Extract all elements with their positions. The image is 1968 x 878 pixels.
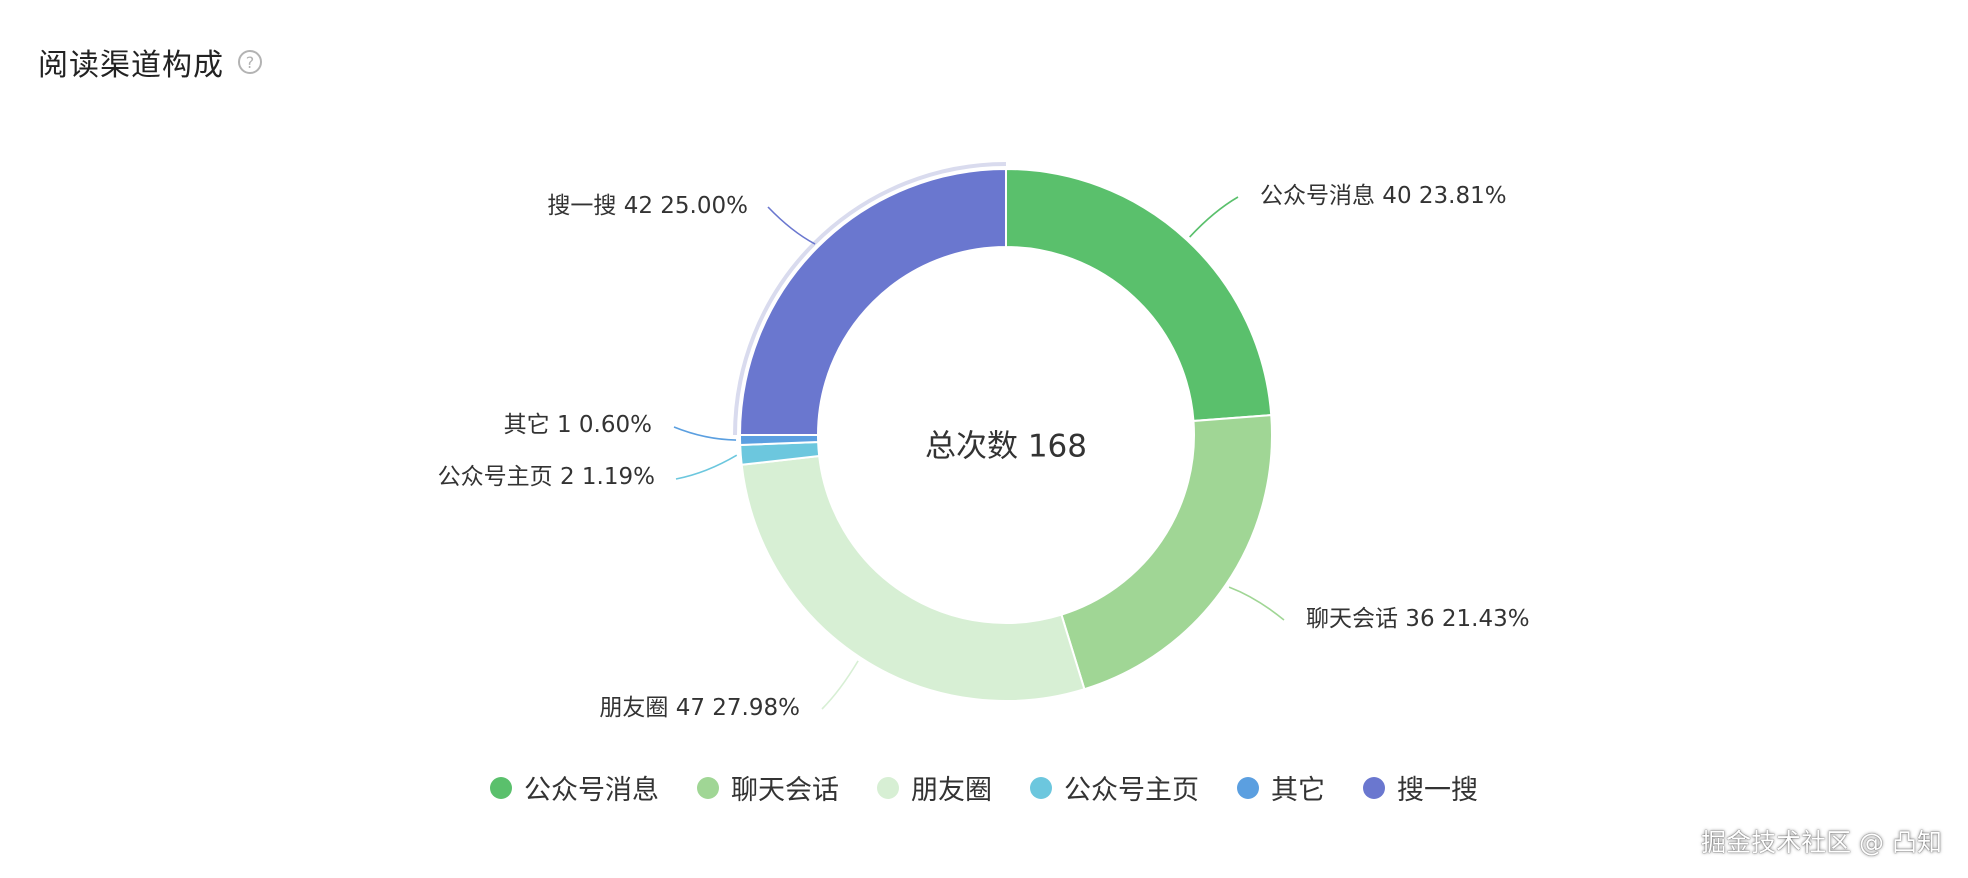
slice-label-0: 公众号消息 40 23.81%	[1260, 183, 1507, 209]
legend-label: 其它	[1271, 775, 1325, 806]
question-circle-icon[interactable]: ?	[238, 50, 262, 74]
donut-slices	[733, 162, 1273, 702]
slice-label-2: 朋友圈 47 27.98%	[599, 695, 800, 721]
legend-dot-icon	[697, 776, 719, 799]
leader-line-2	[821, 660, 859, 710]
slice-label-5: 搜一搜 42 25.00%	[547, 193, 748, 219]
leader-line-0	[1189, 196, 1239, 238]
slice-label-4: 其它 1 0.60%	[504, 412, 652, 438]
legend-item-5[interactable]: 搜一搜	[1363, 768, 1478, 807]
legend-label: 朋友圈	[911, 775, 992, 806]
legend-label: 公众号消息	[524, 775, 659, 806]
legend-item-4[interactable]: 其它	[1237, 768, 1325, 807]
slice-label-3: 公众号主页 2 1.19%	[438, 464, 655, 490]
slice-1[interactable]	[1060, 414, 1273, 691]
legend-label: 公众号主页	[1064, 775, 1199, 806]
legend-dot-icon	[490, 776, 512, 799]
legend-item-0[interactable]: 公众号消息	[490, 768, 659, 807]
leader-line-1	[1228, 586, 1285, 621]
chart-header: 阅读渠道构成 ?	[38, 40, 262, 84]
legend-label: 搜一搜	[1397, 775, 1478, 806]
legend-dot-icon	[1030, 776, 1052, 799]
leader-line-5	[767, 206, 816, 245]
legend-item-2[interactable]: 朋友圈	[877, 768, 992, 807]
slice-5[interactable]	[738, 167, 1007, 436]
watermark: 掘金技术社区 @ 凸知	[1701, 828, 1942, 857]
leader-line-3	[675, 454, 738, 480]
slice-label-1: 聊天会话 36 21.43%	[1306, 606, 1530, 632]
chart-legend: 公众号消息 聊天会话 朋友圈 公众号主页 其它 搜一搜	[0, 768, 1968, 807]
center-total-label: 总次数 168	[925, 429, 1087, 465]
leader-lines	[673, 196, 1285, 710]
legend-item-3[interactable]: 公众号主页	[1030, 768, 1199, 807]
legend-dot-icon	[1363, 776, 1385, 799]
legend-dot-icon	[1237, 776, 1259, 799]
slice-0[interactable]	[1005, 167, 1273, 423]
slice-4[interactable]	[738, 434, 820, 446]
legend-dot-icon	[877, 776, 899, 799]
slice-2[interactable]	[740, 454, 1086, 702]
leader-line-4	[673, 426, 737, 441]
slice-labels: 公众号消息 40 23.81% 聊天会话 36 21.43% 朋友圈 47 27.9…	[438, 183, 1530, 721]
legend-label: 聊天会话	[731, 775, 839, 806]
legend-item-1[interactable]: 聊天会话	[697, 768, 839, 807]
chart-title: 阅读渠道构成	[38, 48, 224, 83]
